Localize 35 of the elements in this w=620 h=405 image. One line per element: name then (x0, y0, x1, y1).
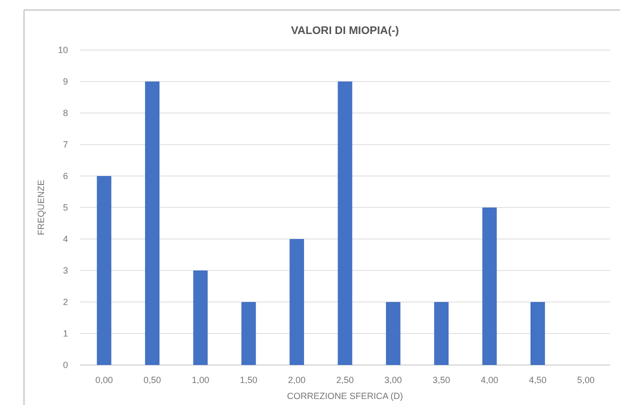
y-tick-label: 2 (62, 297, 68, 308)
bar (338, 82, 352, 365)
y-tick-label: 4 (62, 234, 68, 244)
bar (96, 176, 112, 365)
y-axis-title: FREQUENZE (36, 180, 46, 236)
y-tick-label: 8 (62, 108, 68, 118)
bar (290, 239, 304, 365)
y-tick-label: 3 (62, 266, 68, 276)
x-tick-label: 2,50 (336, 375, 354, 385)
x-tick-label: 1,50 (240, 375, 258, 385)
y-tick-label: 6 (62, 171, 68, 182)
bar (530, 302, 545, 365)
x-tick-label: 3,50 (432, 375, 450, 385)
x-tick-label: 4,50 (528, 375, 546, 385)
bar (241, 302, 256, 365)
y-tick-label: 10 (58, 45, 68, 56)
bar (386, 302, 400, 365)
x-tick-label: 2,00 (288, 375, 306, 385)
bar (145, 82, 160, 365)
y-tick-label: 1 (62, 328, 68, 339)
x-axis-title: CORREZIONE SFERICA (D) (286, 391, 404, 401)
y-tick-label: 7 (62, 140, 68, 150)
x-tick-label: 3,00 (384, 375, 402, 385)
y-tick-label: 0 (62, 360, 68, 370)
bar (193, 270, 208, 365)
chart-title: VALORI DI MIOPIA(-) (291, 25, 400, 37)
x-tick-label: 0,50 (144, 375, 162, 385)
x-tick-label: 4,00 (480, 375, 498, 385)
bar (482, 208, 497, 365)
y-tick-label: 9 (62, 76, 68, 87)
x-tick-label: 1,00 (192, 375, 210, 385)
bar (434, 302, 449, 365)
y-tick-label: 5 (62, 202, 68, 213)
x-tick-label: 0,00 (95, 375, 113, 385)
x-tick-label: 5,00 (577, 375, 595, 385)
